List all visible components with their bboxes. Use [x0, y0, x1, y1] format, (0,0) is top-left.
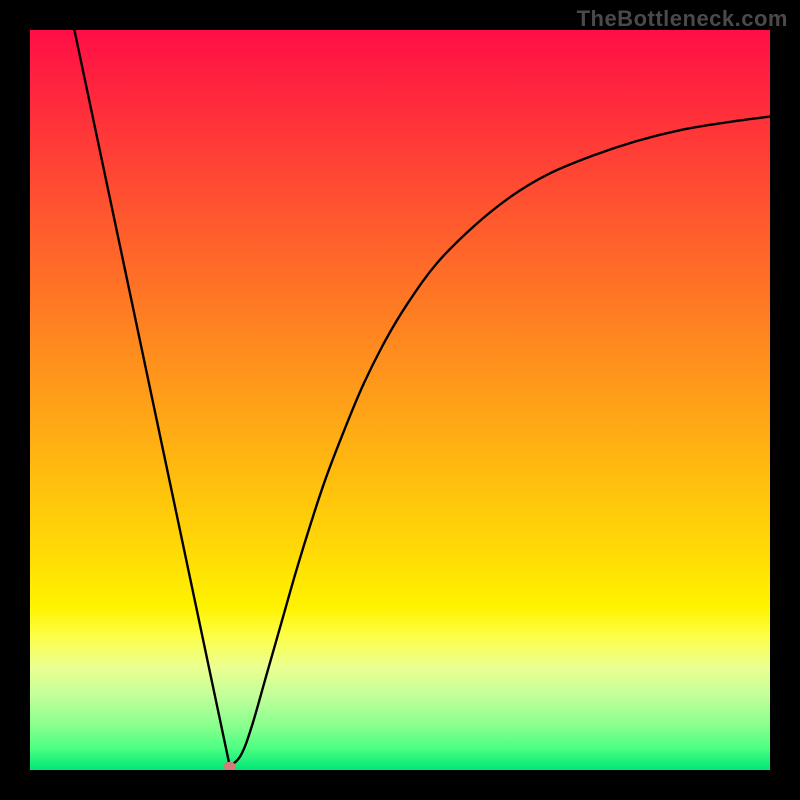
plot-area: [30, 30, 770, 770]
watermark-text: TheBottleneck.com: [577, 6, 788, 32]
chart-svg: [30, 30, 770, 770]
gradient-background: [30, 30, 770, 770]
